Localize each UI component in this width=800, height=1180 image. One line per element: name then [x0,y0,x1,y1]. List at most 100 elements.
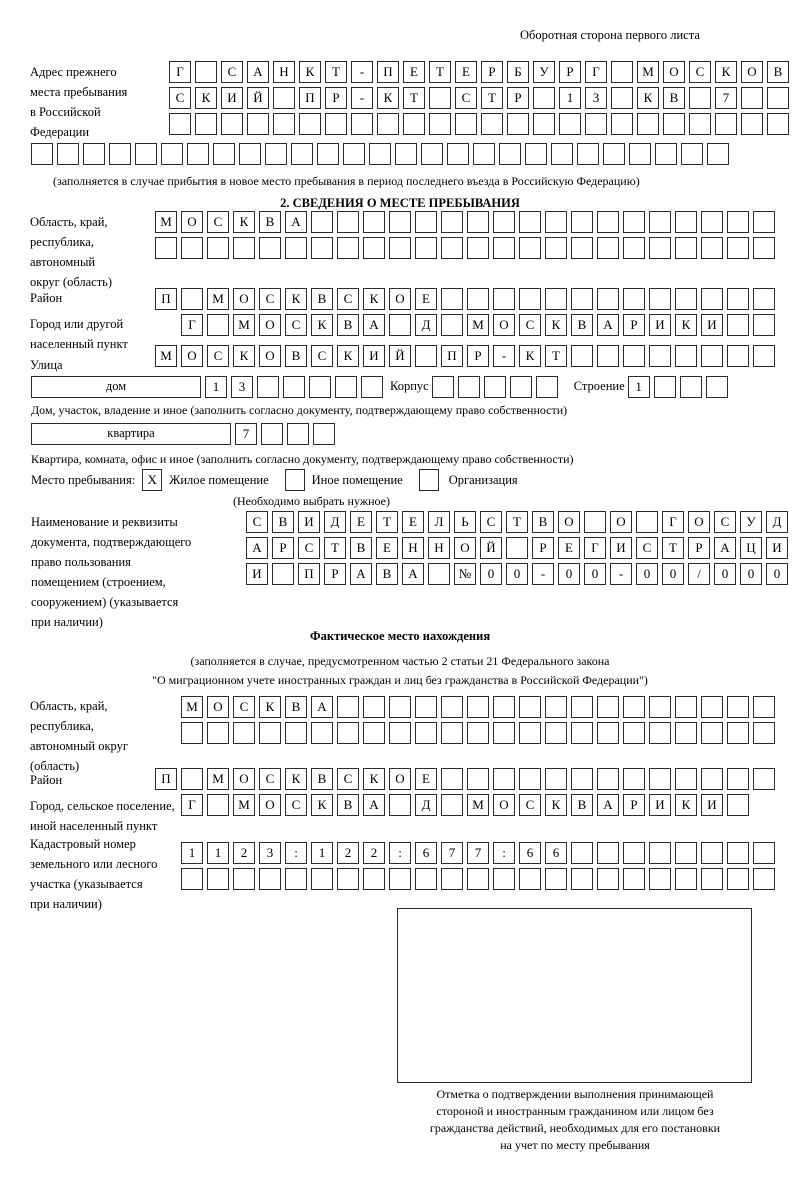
prev-address-cell[interactable] [369,143,391,165]
stroenie-cell[interactable] [679,376,702,398]
prev-address-cell[interactable] [31,143,53,165]
prev-address-cell[interactable]: Й [247,87,269,109]
prev-address-cell[interactable] [551,143,573,165]
document-cell[interactable]: И [298,511,320,533]
actual-region-cell[interactable] [415,722,437,744]
actual-region-cell[interactable] [571,696,593,718]
actual-city-cell[interactable]: Г [181,794,203,816]
region-cell[interactable] [727,237,749,259]
actual-region-cell[interactable] [285,722,307,744]
street-cell[interactable] [701,345,723,367]
city-cell[interactable] [207,314,229,336]
region-cell[interactable] [623,211,645,233]
district-cell[interactable] [675,288,697,310]
actual-region-cell[interactable] [727,722,749,744]
actual-region-cell[interactable] [389,722,411,744]
region-cell[interactable] [259,237,281,259]
prev-address-cell[interactable] [655,143,677,165]
city-cell[interactable]: С [285,314,307,336]
region-cell[interactable] [623,237,645,259]
document-cell[interactable]: О [454,537,476,559]
cadastral-cell[interactable] [285,868,307,890]
prev-address-cell[interactable] [429,113,451,135]
prev-address-cell[interactable] [317,143,339,165]
prev-address-cell[interactable] [741,87,763,109]
prev-address-cell[interactable] [559,113,581,135]
house-row[interactable]: дом 1 3 Корпус Строение 1 [31,376,728,398]
district-cell[interactable] [571,288,593,310]
prev-address-cell[interactable] [689,87,711,109]
actual-city-cell[interactable]: О [259,794,281,816]
street-cell[interactable]: Й [389,345,411,367]
document-cell[interactable]: Н [402,537,424,559]
cadastral-cell[interactable]: 2 [363,842,385,864]
document-cell[interactable]: И [766,537,788,559]
region-cell[interactable] [571,211,593,233]
document-cell[interactable]: 0 [480,563,502,585]
actual-region-cell[interactable] [493,722,515,744]
flat-number-cell[interactable] [261,423,283,445]
actual-city-cell[interactable]: А [363,794,385,816]
prev-address-cell[interactable] [273,113,295,135]
actual-district-cell[interactable]: С [259,768,281,790]
actual-region-cell[interactable] [519,696,541,718]
house-number-cell[interactable] [283,376,305,398]
city-cell[interactable] [753,314,775,336]
prev-address-cell[interactable] [247,113,269,135]
prev-address-cell[interactable] [637,113,659,135]
region-cell[interactable] [545,237,567,259]
region-cell[interactable] [467,237,489,259]
cadastral-cell[interactable]: 1 [311,842,333,864]
actual-region-cell[interactable]: О [207,696,229,718]
document-cell[interactable]: П [298,563,320,585]
prev-address-cell[interactable]: 1 [559,87,581,109]
city-cell[interactable]: О [259,314,281,336]
flat-number-cell[interactable]: 7 [235,423,257,445]
city-cell[interactable]: Д [415,314,437,336]
cadastral-cell[interactable] [701,868,723,890]
prev-address-cell[interactable]: К [637,87,659,109]
document-cell[interactable]: Д [766,511,788,533]
actual-region-cell[interactable] [493,696,515,718]
street-cell[interactable]: О [259,345,281,367]
flat-row[interactable]: квартира 7 [31,423,335,445]
document-cell[interactable]: Т [506,511,528,533]
actual-district-cell[interactable] [753,768,775,790]
city-cell[interactable] [727,314,749,336]
prev-address-cell[interactable]: А [247,61,269,83]
region-cell[interactable]: А [285,211,307,233]
region-cell[interactable] [389,237,411,259]
region-cell[interactable] [467,211,489,233]
city-cell[interactable]: М [467,314,489,336]
actual-city-cell[interactable]: И [649,794,671,816]
city-cell[interactable]: И [701,314,723,336]
document-cell[interactable]: В [350,537,372,559]
cadastral-cell[interactable] [701,842,723,864]
district-cell[interactable]: О [233,288,255,310]
cadastral-cell[interactable]: : [493,842,515,864]
region-cell[interactable] [597,237,619,259]
document-cell[interactable]: Р [688,537,710,559]
actual-city-cell[interactable]: О [493,794,515,816]
street-cell[interactable]: О [181,345,203,367]
actual-region-cell[interactable]: С [233,696,255,718]
document-cell[interactable]: С [246,511,268,533]
street-cell[interactable]: В [285,345,307,367]
document-cell[interactable]: Ь [454,511,476,533]
region-cell[interactable] [727,211,749,233]
actual-region-cell[interactable] [441,722,463,744]
korpus-cell[interactable] [431,376,454,398]
document-cell[interactable]: О [688,511,710,533]
actual-district-cell[interactable] [441,768,463,790]
actual-region-cell[interactable] [363,722,385,744]
document-cell[interactable]: Ц [740,537,762,559]
district-cell[interactable]: С [259,288,281,310]
prev-address-cell[interactable]: Г [169,61,191,83]
actual-city-cell[interactable]: В [337,794,359,816]
prev-address-cell[interactable] [135,143,157,165]
